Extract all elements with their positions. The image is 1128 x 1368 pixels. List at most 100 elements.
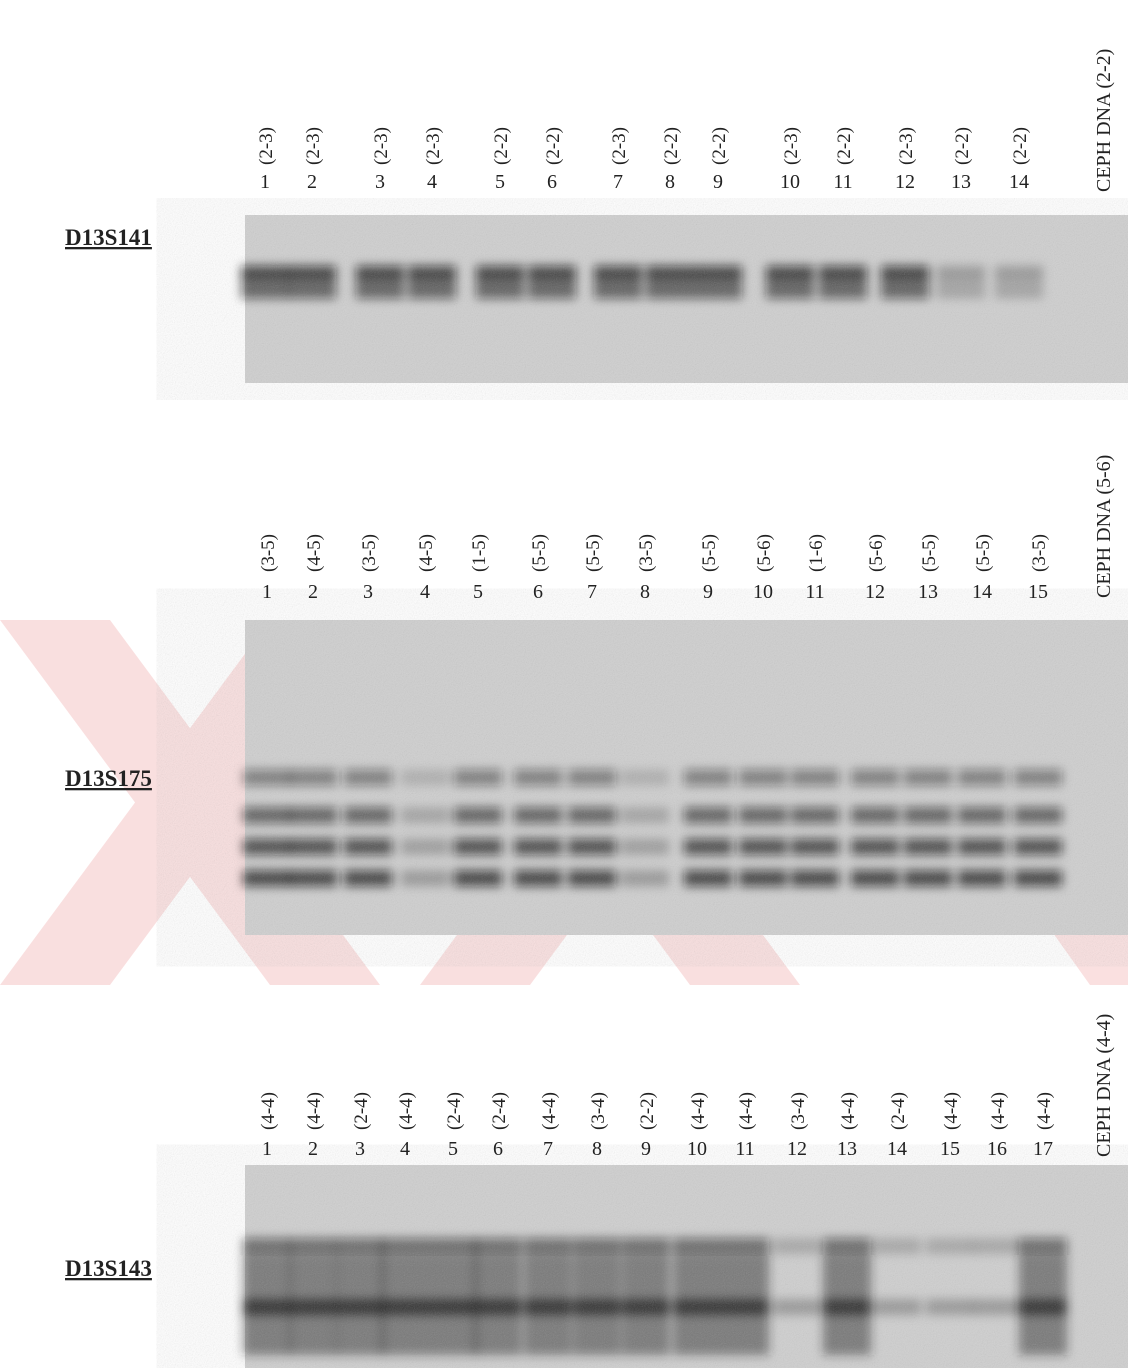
lane-genotype: (3-5)	[1029, 534, 1050, 572]
lane-genotype: (5-6)	[866, 534, 887, 572]
lane-genotype: (5-5)	[973, 534, 994, 572]
lane-number: 8	[665, 171, 675, 193]
lane-genotype: (2-3)	[609, 127, 630, 165]
lane-number: 1	[262, 1138, 272, 1160]
lane-genotype: (3-5)	[636, 534, 657, 572]
lane-genotype: (2-2)	[637, 1092, 658, 1130]
lane-genotype: (4-4)	[736, 1092, 757, 1130]
lane-number: 5	[448, 1138, 458, 1160]
lane-number: 12	[787, 1138, 807, 1160]
lane-genotype: (4-5)	[304, 534, 325, 572]
lane-genotype: (2-4)	[489, 1092, 510, 1130]
lane-genotype: (4-4)	[1034, 1092, 1055, 1130]
gel-texture	[245, 1165, 1128, 1368]
lane-genotype: (2-3)	[423, 127, 444, 165]
lane-number: 2	[308, 1138, 318, 1160]
lane-number: 7	[543, 1138, 553, 1160]
lane-genotype: (2-2)	[834, 127, 855, 165]
lane-number: 13	[951, 171, 971, 193]
lane-number: 10	[687, 1138, 707, 1160]
lane-number: 9	[641, 1138, 651, 1160]
lane-genotype: (4-4)	[258, 1092, 279, 1130]
lane-genotype: (4-4)	[988, 1092, 1009, 1130]
lane-number: 15	[1028, 581, 1048, 603]
marker-label: D13S141	[65, 225, 152, 250]
lane-number: 14	[972, 581, 992, 603]
gel-texture	[245, 620, 1128, 935]
lane-genotype: (2-3)	[896, 127, 917, 165]
lane-number: 9	[703, 581, 713, 603]
lane-genotype: (3-4)	[788, 1092, 809, 1130]
lane-number: 5	[495, 171, 505, 193]
gel-texture	[245, 215, 1128, 383]
ceph-label: CEPH DNA (5-6)	[1093, 455, 1115, 598]
lane-number: 1	[260, 171, 270, 193]
lane-genotype: (2-4)	[888, 1092, 909, 1130]
lane-genotype: (5-5)	[699, 534, 720, 572]
lane-number: 8	[592, 1138, 602, 1160]
lane-genotype: (2-2)	[543, 127, 564, 165]
lane-number: 8	[640, 581, 650, 603]
lane-genotype: (4-4)	[838, 1092, 859, 1130]
lane-number: 2	[307, 171, 317, 193]
lane-genotype: (1-6)	[806, 534, 827, 572]
lane-number: 13	[918, 581, 938, 603]
lane-genotype: (5-6)	[754, 534, 775, 572]
lane-genotype: (2-3)	[303, 127, 324, 165]
lane-number: 10	[753, 581, 773, 603]
lane-number: 6	[547, 171, 557, 193]
lane-genotype: (4-4)	[688, 1092, 709, 1130]
lane-genotype: (5-5)	[919, 534, 940, 572]
lane-genotype: (1-5)	[469, 534, 490, 572]
lane-number: 7	[613, 171, 623, 193]
lane-number: 15	[940, 1138, 960, 1160]
lane-genotype: (2-2)	[709, 127, 730, 165]
lane-number: 11	[805, 581, 824, 603]
lane-genotype: (2-4)	[351, 1092, 372, 1130]
lane-number: 4	[427, 171, 437, 193]
lane-genotype: (2-3)	[371, 127, 392, 165]
lane-genotype: (2-2)	[952, 127, 973, 165]
lane-genotype: (5-5)	[583, 534, 604, 572]
lane-number: 13	[837, 1138, 857, 1160]
ceph-label: CEPH DNA (2-2)	[1093, 49, 1115, 192]
lane-number: 14	[887, 1138, 907, 1160]
lane-number: 10	[780, 171, 800, 193]
lane-genotype: (2-2)	[491, 127, 512, 165]
lane-genotype: (2-2)	[661, 127, 682, 165]
marker-label: D13S175	[65, 766, 152, 791]
marker-label: D13S143	[65, 1256, 152, 1281]
lane-genotype: (4-4)	[539, 1092, 560, 1130]
lane-genotype: (2-3)	[256, 127, 277, 165]
lane-number: 4	[420, 581, 430, 603]
lane-genotype: (4-4)	[941, 1092, 962, 1130]
ceph-label: CEPH DNA (4-4)	[1093, 1014, 1115, 1157]
lane-number: 3	[375, 171, 385, 193]
lane-number: 1	[262, 581, 272, 603]
lane-genotype: (2-2)	[1010, 127, 1031, 165]
lane-number: 3	[363, 581, 373, 603]
lane-number: 11	[735, 1138, 754, 1160]
lane-genotype: (3-5)	[258, 534, 279, 572]
lane-number: 5	[473, 581, 483, 603]
lane-genotype: (5-5)	[529, 534, 550, 572]
lane-number: 12	[865, 581, 885, 603]
lane-genotype: (2-3)	[781, 127, 802, 165]
lane-genotype: (4-5)	[416, 534, 437, 572]
lane-genotype: (2-4)	[444, 1092, 465, 1130]
lane-number: 14	[1009, 171, 1029, 193]
lane-number: 6	[493, 1138, 503, 1160]
lane-number: 16	[987, 1138, 1007, 1160]
lane-number: 9	[713, 171, 723, 193]
lane-genotype: (3-5)	[359, 534, 380, 572]
lane-number: 17	[1033, 1138, 1053, 1160]
lane-number: 12	[895, 171, 915, 193]
lane-number: 7	[587, 581, 597, 603]
lane-number: 4	[400, 1138, 410, 1160]
lane-genotype: (3-4)	[588, 1092, 609, 1130]
lane-genotype: (4-4)	[304, 1092, 325, 1130]
lane-genotype: (4-4)	[396, 1092, 417, 1130]
lane-number: 6	[533, 581, 543, 603]
lane-number: 3	[355, 1138, 365, 1160]
